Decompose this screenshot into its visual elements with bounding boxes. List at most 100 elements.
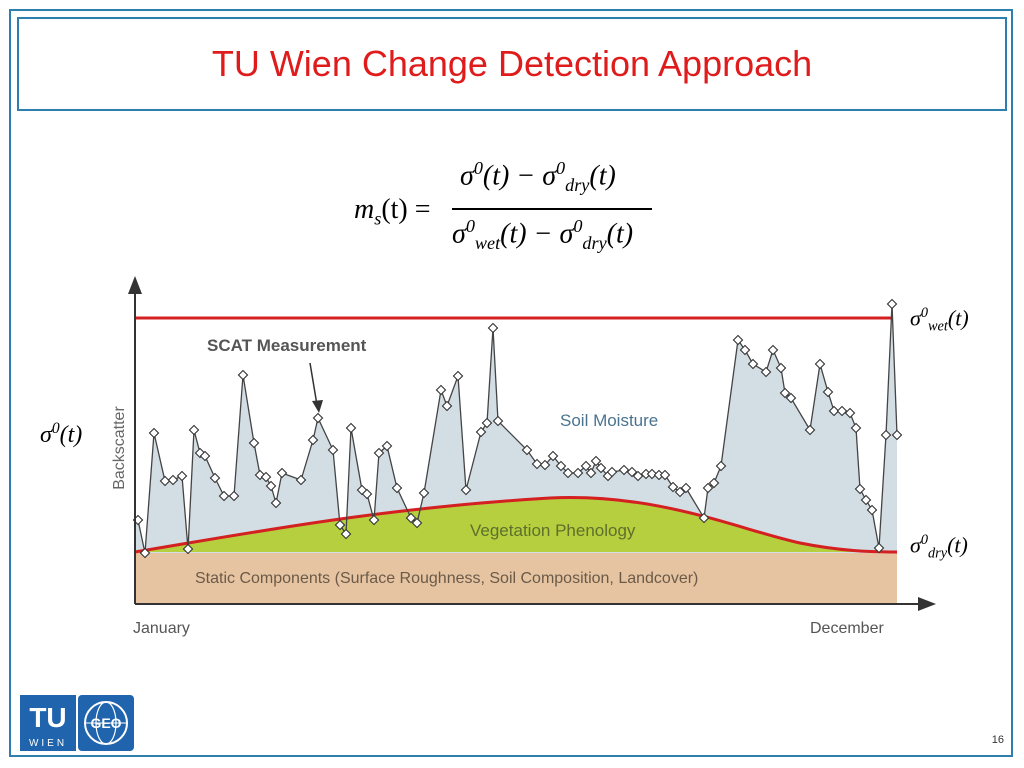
backscatter-diagram: Backscatter SCAT Measurement Soil Moistu… — [111, 276, 936, 637]
measurement-marker — [182, 543, 194, 555]
vegetation-phenology-label: Vegetation Phenology — [470, 521, 636, 540]
measurement-marker — [804, 424, 816, 436]
den-sub-1: wet — [474, 232, 501, 253]
sigma-wet-sup: 0 — [920, 305, 929, 321]
measurement-marker — [702, 482, 714, 494]
measurement-marker — [606, 466, 618, 478]
soil-moisture-formula: ms(t) = σ0(t) − σ0dry(t) σ0wet(t) − σ0dr… — [340, 150, 680, 270]
x-start-label: January — [133, 620, 190, 637]
measurement-marker — [708, 477, 720, 489]
vegetation-phenology-area — [135, 497, 897, 552]
static-components-label: Static Components (Surface Roughness, So… — [195, 570, 698, 587]
measurement-marker — [435, 384, 447, 396]
measurement-marker — [307, 434, 319, 446]
den-sigma-1: σ — [452, 218, 466, 250]
wien-logo-text: WIEN — [29, 738, 67, 749]
measurement-marker — [632, 470, 644, 482]
den-sup-2: 0 — [573, 216, 583, 236]
measurement-marker — [850, 422, 862, 434]
measurement-marker — [176, 470, 188, 482]
scat-measurement-markers — [132, 298, 903, 559]
y-axis-label: Backscatter — [111, 406, 128, 490]
static-components-band — [135, 553, 897, 604]
formula-lhs-m: m — [354, 194, 375, 225]
measurement-marker — [698, 512, 710, 524]
slide-frame — [9, 9, 1013, 757]
callout-arrow-line — [309, 362, 318, 406]
num-sigma-2: σ — [542, 160, 557, 192]
y-axis-arrow — [128, 276, 142, 294]
formula-lhs-sub: s — [374, 208, 382, 229]
measurement-marker — [475, 426, 487, 438]
measurement-marker — [674, 486, 686, 498]
measurement-marker — [854, 483, 866, 495]
measurement-marker — [248, 437, 260, 449]
measurement-marker — [340, 528, 352, 540]
sigma-dry-line — [134, 496, 898, 554]
measurement-marker — [276, 467, 288, 479]
sigma-wet-arg: (t) — [947, 305, 969, 331]
measurement-marker — [345, 422, 357, 434]
sigma-measurement-label: σ0(t) — [40, 420, 82, 449]
slide-title: TU Wien Change Detection Approach — [211, 43, 813, 84]
formula-numerator: σ0(t) − σ0dry(t) — [460, 158, 616, 196]
measurement-marker — [228, 490, 240, 502]
callout-arrow-head — [312, 400, 323, 413]
sigma-dry-label: σ0dry(t) — [910, 532, 968, 563]
den-sup-1: 0 — [465, 216, 475, 236]
sigma-dry-sub: dry — [928, 545, 948, 562]
measurement-marker — [886, 298, 898, 310]
measurement-marker — [539, 459, 551, 471]
measurement-marker — [732, 334, 744, 346]
fraction-bar — [452, 208, 652, 210]
measurement-marker — [760, 366, 772, 378]
measurement-marker — [531, 458, 543, 470]
measurement-marker — [572, 467, 584, 479]
sigma-left-arg: (t) — [59, 422, 83, 448]
num-sigma-1: σ — [460, 160, 474, 192]
measurement-marker — [873, 542, 885, 554]
sigma-wet-s: σ — [910, 305, 921, 331]
den-sub-2: dry — [582, 232, 607, 253]
measurement-marker — [492, 415, 504, 427]
measurement-marker — [265, 480, 277, 492]
measurement-marker — [460, 484, 472, 496]
measurement-marker — [580, 460, 592, 472]
measurement-marker — [866, 504, 878, 516]
measurement-marker — [327, 444, 339, 456]
measurement-marker — [739, 344, 751, 356]
sigma-wet-label: σ0wet(t) — [910, 305, 969, 336]
measurement-marker — [595, 462, 607, 474]
den-sigma-2: σ — [559, 218, 574, 250]
formula-denominator: σ0wet(t) − σ0dry(t) — [452, 216, 633, 254]
measurement-marker — [391, 482, 403, 494]
measurement-marker — [767, 344, 779, 356]
measurement-marker — [680, 482, 692, 494]
measurement-marker — [715, 460, 727, 472]
measurement-marker — [880, 429, 892, 441]
measurement-marker — [521, 444, 533, 456]
measurement-marker — [747, 358, 759, 370]
measurement-marker — [373, 447, 385, 459]
measurement-marker — [590, 455, 602, 467]
soil-moisture-label: Soil Moisture — [560, 411, 658, 430]
sigma-left-sup: 0 — [51, 420, 60, 437]
measurement-marker — [646, 468, 658, 480]
measurement-marker — [334, 519, 346, 531]
measurement-marker — [844, 407, 856, 419]
sigma-dry-arg: (t) — [947, 532, 968, 558]
title-box: TU Wien Change Detection Approach — [17, 17, 1007, 111]
soil-moisture-area — [135, 304, 897, 553]
measurement-marker — [295, 474, 307, 486]
measurement-marker — [547, 450, 559, 462]
measurement-marker — [418, 487, 430, 499]
measurement-marker — [775, 362, 787, 374]
measurement-marker — [188, 424, 200, 436]
measurement-marker — [405, 512, 417, 524]
measurement-marker — [640, 468, 652, 480]
measurement-marker — [555, 460, 567, 472]
measurement-marker — [585, 467, 597, 479]
measurement-marker — [199, 450, 211, 462]
measurement-marker — [487, 322, 499, 334]
measurement-marker — [452, 370, 464, 382]
